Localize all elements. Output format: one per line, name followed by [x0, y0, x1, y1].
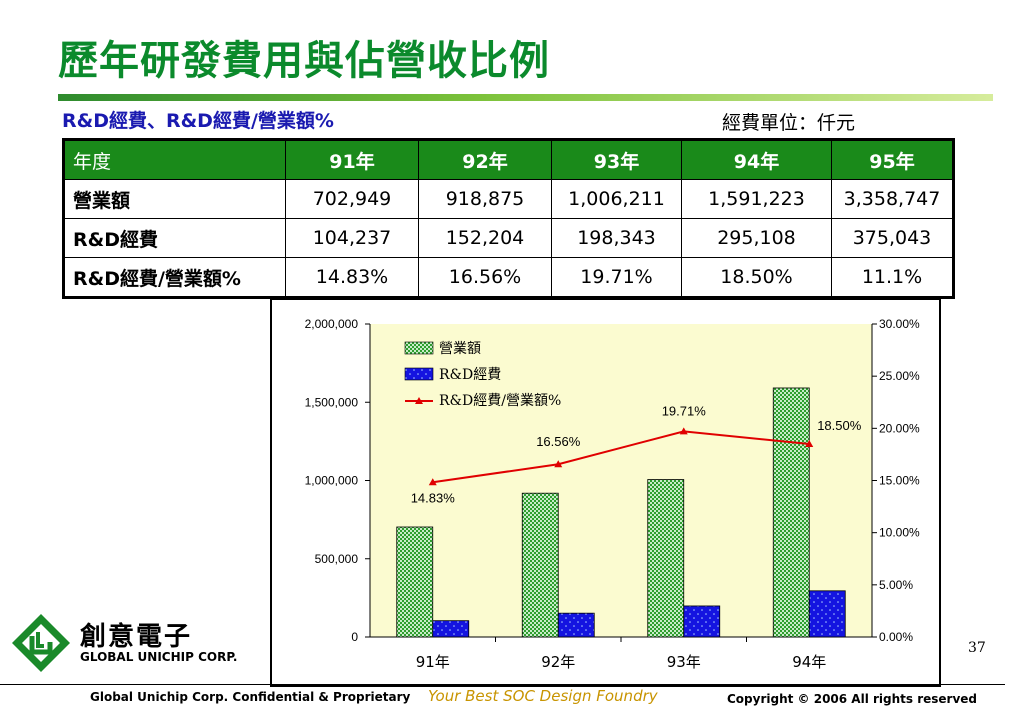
table-cell: 3,358,747	[831, 179, 954, 219]
page-number: 37	[968, 640, 986, 656]
header-cell: 95年	[831, 139, 954, 180]
y2-tick-label: 10.00%	[879, 526, 920, 540]
bar-rd-expense	[557, 612, 595, 638]
unit-note: 經費單位：仟元	[722, 112, 856, 134]
data-label: 18.50%	[817, 418, 862, 433]
header-cell: 91年	[285, 139, 419, 180]
data-label: 14.83%	[411, 490, 456, 505]
table-row: R&D經費 104,237 152,204 198,343 295,108 37…	[63, 218, 954, 258]
header-cell: 93年	[551, 139, 682, 180]
table-cell: 14.83%	[285, 257, 419, 298]
x-tick-label: 94年	[792, 653, 826, 671]
gu-logo-icon	[12, 614, 70, 672]
footer-copyright: Copyright © 2006 All rights reserved	[727, 692, 978, 706]
bar-rd-expense	[683, 605, 721, 638]
table-cell: 16.56%	[418, 257, 552, 298]
x-tick-label: 93年	[667, 653, 701, 671]
bar-rd-expense	[432, 620, 470, 638]
row-label: 營業額	[63, 179, 286, 219]
data-label: 19.71%	[662, 403, 707, 418]
line-point-marker	[679, 427, 688, 435]
company-logo: 創意電子 GLOBAL UNICHIP CORP.	[10, 612, 237, 672]
slide-title: 歷年研發費用與佔營收比例	[58, 37, 550, 84]
legend-swatch-rd	[404, 367, 434, 381]
line-point-marker	[805, 439, 814, 447]
header-cell: 94年	[681, 139, 832, 180]
row-label: R&D經費	[63, 218, 286, 258]
footer-divider	[0, 684, 1005, 685]
line-point-marker	[554, 460, 563, 468]
y2-tick-label: 20.00%	[879, 421, 920, 435]
row-label: R&D經費/營業額%	[63, 257, 286, 298]
table-row: 營業額 702,949 918,875 1,006,211 1,591,223 …	[63, 179, 954, 219]
table-cell: 918,875	[418, 179, 552, 219]
y-tick-label: 2,000,000	[305, 317, 359, 331]
y2-tick-label: 30.00%	[879, 317, 920, 331]
header-cell: 92年	[418, 139, 552, 180]
table-cell: 375,043	[831, 218, 954, 258]
legend-label: 營業額	[439, 341, 481, 357]
table-cell: 11.1%	[831, 257, 954, 298]
bar-revenue	[647, 479, 685, 638]
line-point-marker	[428, 478, 437, 486]
rd-expense-table: 年度 91年 92年 93年 94年 95年 營業額 702,949 918,8…	[62, 138, 955, 299]
legend-marker	[415, 397, 423, 404]
header-cell: 年度	[63, 139, 286, 180]
table-cell: 18.50%	[681, 257, 832, 298]
table-cell: 152,204	[418, 218, 552, 258]
y-tick-label: 0	[351, 630, 358, 644]
table-cell: 702,949	[285, 179, 419, 219]
logo-english-name: GLOBAL UNICHIP CORP.	[80, 650, 238, 664]
table-cell: 295,108	[681, 218, 832, 258]
table-cell: 104,237	[285, 218, 419, 258]
x-tick-label: 92年	[541, 653, 575, 671]
legend-swatch-revenue	[404, 341, 434, 355]
legend-label: R&D經費	[439, 367, 501, 383]
line-rd-ratio	[432, 430, 810, 484]
title-divider	[58, 94, 993, 101]
y-tick-label: 500,000	[315, 552, 359, 566]
bar-revenue	[521, 492, 559, 638]
bar-revenue	[772, 387, 810, 638]
footer-confidential: Global Unichip Corp. Confidential & Prop…	[90, 690, 411, 704]
y2-tick-label: 25.00%	[879, 369, 920, 383]
x-tick-label: 91年	[416, 653, 450, 671]
table-cell: 1,006,211	[551, 179, 682, 219]
y-tick-label: 1,000,000	[305, 474, 359, 488]
legend-label: R&D經費/營業額%	[439, 393, 561, 409]
footer-slogan: Your Best SOC Design Foundry	[428, 687, 658, 705]
data-label: 16.56%	[536, 434, 581, 449]
table-cell: 198,343	[551, 218, 682, 258]
bar-rd-expense	[808, 590, 846, 638]
table-subtitle: R&D經費、R&D經費/營業額%	[62, 110, 334, 132]
table-header-row: 年度 91年 92年 93年 94年 95年	[63, 139, 954, 180]
y2-tick-label: 5.00%	[879, 578, 913, 592]
table-row: R&D經費/營業額% 14.83% 16.56% 19.71% 18.50% 1…	[63, 257, 954, 298]
y2-tick-label: 15.00%	[879, 474, 920, 488]
table-cell: 1,591,223	[681, 179, 832, 219]
table-cell: 19.71%	[551, 257, 682, 298]
logo-chinese-name: 創意電子	[80, 622, 193, 652]
y2-tick-label: 0.00%	[879, 630, 913, 644]
bar-revenue	[396, 526, 434, 638]
chart-canvas: 0 500,000 1,000,000 1,500,000 2,000,000 0.00%…	[305, 317, 920, 671]
rd-chart: 0 500,000 1,000,000 1,500,000 2,000,000 0.00%…	[270, 298, 941, 687]
y-tick-label: 1,500,000	[305, 395, 359, 409]
